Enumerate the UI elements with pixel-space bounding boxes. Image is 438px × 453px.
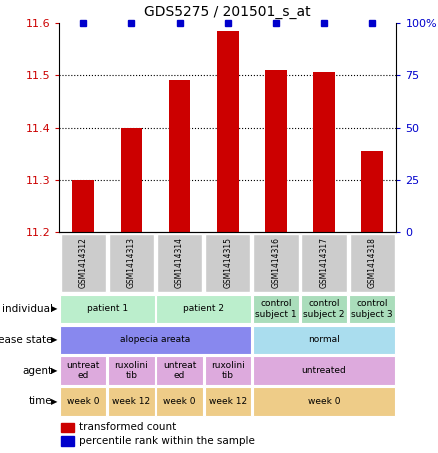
Bar xyxy=(350,234,395,292)
Text: ▶: ▶ xyxy=(51,335,58,344)
Bar xyxy=(349,295,396,323)
Text: disease state: disease state xyxy=(0,335,53,345)
Bar xyxy=(108,387,155,415)
Bar xyxy=(313,72,335,232)
Bar xyxy=(253,234,299,292)
Bar xyxy=(157,234,202,292)
Text: week 0: week 0 xyxy=(163,397,196,406)
Text: patient 2: patient 2 xyxy=(183,304,224,313)
Text: week 0: week 0 xyxy=(67,397,99,406)
Text: GSM1414314: GSM1414314 xyxy=(175,237,184,289)
Bar xyxy=(61,436,74,446)
Text: time: time xyxy=(29,396,53,406)
Bar xyxy=(205,387,251,415)
Bar xyxy=(253,295,299,323)
Bar xyxy=(108,357,155,385)
Text: GSM1414317: GSM1414317 xyxy=(320,237,328,289)
Text: GSM1414315: GSM1414315 xyxy=(223,237,232,289)
Text: week 0: week 0 xyxy=(308,397,340,406)
Bar xyxy=(120,128,142,232)
Text: GSM1414318: GSM1414318 xyxy=(368,237,377,289)
Text: GSM1414313: GSM1414313 xyxy=(127,237,136,289)
Text: ruxolini
tib: ruxolini tib xyxy=(211,361,245,380)
Bar xyxy=(60,234,106,292)
Bar xyxy=(253,357,396,385)
Text: ▶: ▶ xyxy=(51,304,58,313)
Text: normal: normal xyxy=(308,335,340,344)
Text: ▶: ▶ xyxy=(51,397,58,406)
Bar xyxy=(109,234,154,292)
Text: agent: agent xyxy=(22,366,53,376)
Bar xyxy=(301,234,347,292)
Bar xyxy=(60,295,155,323)
Bar xyxy=(205,357,251,385)
Text: ruxolini
tib: ruxolini tib xyxy=(114,361,148,380)
Text: GSM1414316: GSM1414316 xyxy=(272,237,280,289)
Text: percentile rank within the sample: percentile rank within the sample xyxy=(79,436,255,446)
Bar xyxy=(156,357,203,385)
Text: week 12: week 12 xyxy=(112,397,151,406)
Bar xyxy=(301,295,347,323)
Text: patient 1: patient 1 xyxy=(87,304,128,313)
Bar xyxy=(72,180,94,232)
Bar xyxy=(60,357,106,385)
Bar xyxy=(253,387,396,415)
Text: control
subject 2: control subject 2 xyxy=(304,299,345,318)
Text: individual: individual xyxy=(2,304,53,314)
Text: alopecia areata: alopecia areata xyxy=(120,335,191,344)
Text: control
subject 3: control subject 3 xyxy=(351,299,393,318)
Bar xyxy=(217,30,239,232)
Text: untreat
ed: untreat ed xyxy=(163,361,196,380)
Bar xyxy=(60,326,251,354)
Text: GSM1414312: GSM1414312 xyxy=(79,237,88,289)
Bar xyxy=(361,151,383,232)
Text: control
subject 1: control subject 1 xyxy=(255,299,297,318)
Bar xyxy=(156,295,251,323)
Text: untreat
ed: untreat ed xyxy=(67,361,100,380)
Bar xyxy=(205,234,251,292)
Bar xyxy=(60,387,106,415)
Text: week 12: week 12 xyxy=(208,397,247,406)
Text: transformed count: transformed count xyxy=(79,422,177,432)
Bar xyxy=(169,80,191,232)
Text: untreated: untreated xyxy=(302,366,346,375)
Bar xyxy=(61,423,74,432)
Title: GDS5275 / 201501_s_at: GDS5275 / 201501_s_at xyxy=(145,5,311,19)
Text: ▶: ▶ xyxy=(51,366,58,375)
Bar xyxy=(265,70,287,232)
Bar xyxy=(156,387,203,415)
Bar xyxy=(253,326,396,354)
